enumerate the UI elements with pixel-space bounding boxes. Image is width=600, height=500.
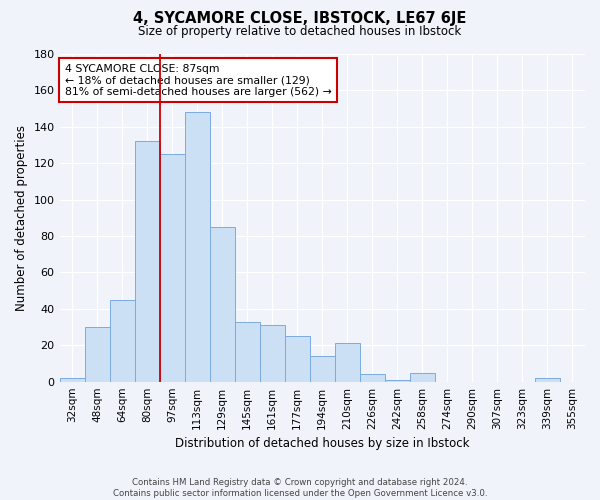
Y-axis label: Number of detached properties: Number of detached properties: [15, 125, 28, 311]
Bar: [385, 380, 410, 382]
Bar: [260, 325, 285, 382]
Bar: [134, 142, 160, 382]
Bar: [310, 356, 335, 382]
Bar: [335, 344, 360, 382]
Text: Size of property relative to detached houses in Ibstock: Size of property relative to detached ho…: [139, 25, 461, 38]
Text: 4, SYCAMORE CLOSE, IBSTOCK, LE67 6JE: 4, SYCAMORE CLOSE, IBSTOCK, LE67 6JE: [133, 12, 467, 26]
Bar: [235, 322, 260, 382]
Bar: [85, 327, 110, 382]
Text: Contains HM Land Registry data © Crown copyright and database right 2024.
Contai: Contains HM Land Registry data © Crown c…: [113, 478, 487, 498]
Bar: [360, 374, 385, 382]
X-axis label: Distribution of detached houses by size in Ibstock: Distribution of detached houses by size …: [175, 437, 470, 450]
Bar: [535, 378, 560, 382]
Bar: [285, 336, 310, 382]
Bar: [160, 154, 185, 382]
Bar: [185, 112, 209, 382]
Bar: [59, 378, 85, 382]
Bar: [110, 300, 134, 382]
Bar: [410, 372, 435, 382]
Text: 4 SYCAMORE CLOSE: 87sqm
← 18% of detached houses are smaller (129)
81% of semi-d: 4 SYCAMORE CLOSE: 87sqm ← 18% of detache…: [65, 64, 332, 97]
Bar: [209, 227, 235, 382]
